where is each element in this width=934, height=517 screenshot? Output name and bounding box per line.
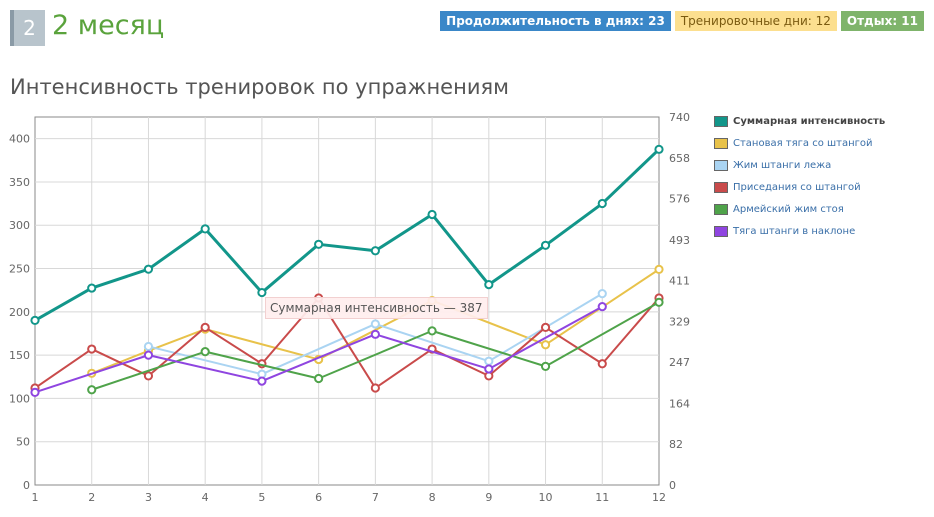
series-line — [91, 301, 660, 391]
y2-tick-label: 493 — [669, 234, 690, 247]
legend-item[interactable]: Суммарная интенсивность — [714, 110, 885, 132]
y-tick-label: 150 — [9, 349, 30, 362]
x-tick-label: 4 — [202, 491, 209, 504]
legend-label: Армейский жим стоя — [733, 203, 844, 215]
data-point — [597, 359, 607, 369]
y2-tick-label: 411 — [669, 275, 690, 288]
legend-label: Суммарная интенсивность — [733, 115, 886, 127]
legend-item[interactable]: Армейский жим стоя — [714, 198, 885, 220]
data-point — [484, 279, 494, 290]
page-header: 2 2 месяц Продолжительность в днях: 23 Т… — [0, 0, 934, 60]
legend-item[interactable]: Жим штанги лежа — [714, 154, 885, 176]
legend-swatch — [714, 137, 728, 149]
data-point — [540, 240, 551, 250]
data-point — [540, 322, 551, 333]
y-tick-label: 100 — [9, 392, 30, 405]
data-point — [654, 297, 664, 307]
month-title: 2 месяц — [52, 10, 165, 41]
rest-tag: Отдых: 11 — [840, 11, 924, 31]
legend-swatch — [714, 203, 728, 215]
data-point — [200, 224, 210, 234]
x-tick-label: 11 — [595, 491, 609, 504]
y2-tick-label: 82 — [669, 438, 683, 451]
section-title: Интенсивность тренировок по упражнениям — [10, 75, 509, 99]
data-point — [87, 283, 97, 293]
y2-tick-label: 0 — [669, 479, 676, 492]
data-point — [597, 198, 607, 209]
data-point — [200, 347, 210, 357]
data-point — [257, 376, 267, 386]
data-point — [143, 341, 154, 352]
training-days-tag: Тренировочные дни: 12 — [674, 11, 837, 31]
x-tick-label: 6 — [315, 491, 322, 504]
y-tick-label: 50 — [16, 436, 30, 449]
data-point — [314, 239, 324, 249]
legend-label: Жим штанги лежа — [733, 159, 832, 171]
x-tick-label: 8 — [429, 491, 436, 504]
data-point — [654, 144, 664, 154]
x-tick-label: 3 — [145, 491, 152, 504]
legend-label: Приседания со штангой — [733, 181, 861, 193]
data-point — [654, 264, 664, 274]
month-number-badge: 2 — [10, 10, 45, 46]
series-line — [34, 148, 661, 322]
y-tick-label: 400 — [9, 133, 30, 146]
data-point — [597, 302, 607, 312]
x-tick-label: 10 — [539, 491, 553, 504]
data-point — [87, 344, 97, 354]
y-tick-label: 0 — [23, 479, 30, 492]
x-tick-label: 5 — [258, 491, 265, 504]
legend-swatch — [714, 159, 728, 171]
chart-legend: Суммарная интенсивность Становая тяга со … — [714, 110, 885, 242]
legend-item[interactable]: Становая тяга со штангой — [714, 132, 885, 154]
data-point — [314, 373, 324, 384]
data-point — [200, 322, 210, 333]
legend-swatch — [714, 181, 728, 193]
data-point — [370, 329, 380, 339]
y2-tick-label: 740 — [669, 111, 690, 124]
x-tick-label: 1 — [32, 491, 39, 504]
data-point — [143, 264, 154, 274]
data-point — [484, 356, 494, 366]
data-point — [30, 387, 40, 397]
y-tick-label: 200 — [9, 306, 30, 319]
y-tick-label: 300 — [9, 219, 30, 232]
series-line — [34, 305, 603, 394]
y2-tick-label: 576 — [669, 193, 690, 206]
data-point — [540, 361, 551, 371]
duration-tag: Продолжительность в днях: 23 — [440, 11, 671, 31]
data-point — [540, 340, 551, 350]
x-tick-label: 12 — [652, 491, 666, 504]
y2-tick-label: 247 — [669, 356, 690, 369]
legend-item[interactable]: Приседания со штангой — [714, 176, 885, 198]
legend-label: Становая тяга со штангой — [733, 137, 873, 149]
legend-swatch — [714, 115, 728, 127]
y2-tick-label: 658 — [669, 152, 690, 165]
data-point — [484, 364, 494, 374]
x-tick-label: 7 — [372, 491, 379, 504]
data-point — [370, 246, 380, 256]
y-tick-label: 250 — [9, 263, 30, 276]
chart-tooltip: Суммарная интенсивность — 387 — [265, 297, 488, 319]
data-point — [30, 315, 40, 325]
y2-tick-label: 329 — [669, 315, 690, 328]
data-point — [370, 383, 380, 393]
legend-swatch — [714, 225, 728, 237]
y2-tick-label: 164 — [669, 397, 690, 410]
data-point — [597, 289, 607, 299]
legend-label: Тяга штанги в наклоне — [733, 225, 856, 237]
x-tick-label: 9 — [485, 491, 492, 504]
data-point — [143, 371, 154, 381]
data-point — [87, 385, 97, 395]
x-tick-label: 2 — [88, 491, 95, 504]
data-point — [427, 209, 437, 220]
legend-item[interactable]: Тяга штанги в наклоне — [714, 220, 885, 242]
data-point — [143, 350, 154, 360]
data-point — [370, 319, 380, 329]
data-point — [257, 287, 267, 298]
data-point — [427, 326, 437, 336]
summary-tags: Продолжительность в днях: 23 Тренировочн… — [440, 11, 924, 31]
y-tick-label: 350 — [9, 176, 30, 189]
